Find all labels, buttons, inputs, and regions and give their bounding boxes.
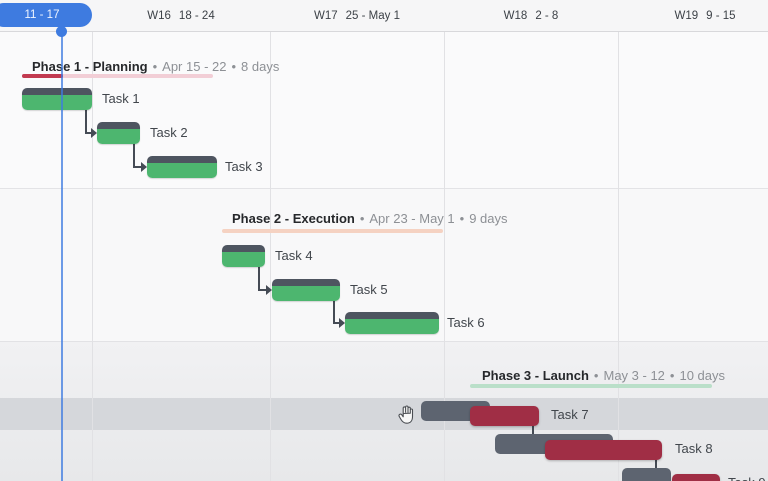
connector-line xyxy=(333,300,335,323)
task-bar-fill xyxy=(97,129,140,144)
drag-highlight-row xyxy=(0,398,768,430)
week-gridline xyxy=(618,0,619,481)
connector-line xyxy=(133,143,135,167)
week-range: 18 - 24 xyxy=(178,9,215,22)
phase-1-heading: Phase 1 - Planning • Apr 15 - 22 • 8 days xyxy=(32,59,279,74)
connector-line xyxy=(133,166,142,168)
phase-dates: May 3 - 12 xyxy=(603,368,665,383)
grab-hand-icon xyxy=(396,404,416,431)
phase-title: Phase 1 - Planning xyxy=(32,59,148,74)
phase-duration: 8 days xyxy=(241,59,280,74)
connector-line xyxy=(258,289,267,291)
phase-duration: 9 days xyxy=(469,211,508,226)
phase-title: Phase 3 - Launch xyxy=(482,368,589,383)
phase-1-progress xyxy=(22,74,63,78)
task-bar-cap xyxy=(97,122,140,129)
current-week-label: 11 - 17 xyxy=(24,9,60,21)
task-bar-fill xyxy=(222,252,265,267)
task-label: Task 1 xyxy=(102,91,140,106)
task-bar-fill xyxy=(147,163,217,178)
phase-duration: 10 days xyxy=(679,368,726,383)
task-label: Task 4 xyxy=(275,248,313,263)
phase-2-track xyxy=(222,229,443,233)
bullet-separator: • xyxy=(359,211,365,226)
week-number: W17 xyxy=(314,9,338,22)
phase-dates: Apr 15 - 22 xyxy=(162,59,227,74)
task-bar-cap xyxy=(272,279,340,286)
task-label: Task 5 xyxy=(350,282,388,297)
connector-arrow-icon xyxy=(266,285,272,295)
connector-line xyxy=(85,132,92,134)
task-bar-3[interactable] xyxy=(147,156,217,178)
phase-1-track xyxy=(22,74,213,78)
week-header-w19: W19 9 - 15 xyxy=(674,0,735,31)
task-bar-fill xyxy=(22,95,92,110)
task-bar-5[interactable] xyxy=(272,279,340,301)
week-number: W18 xyxy=(503,9,528,22)
connector-line xyxy=(85,109,87,133)
phase-1-section-bg xyxy=(0,31,768,188)
today-marker-line xyxy=(61,31,63,481)
task-bar-6[interactable] xyxy=(345,312,439,334)
timeline-header: W16 18 - 24 W17 25 - May 1 W18 2 - 8 W19… xyxy=(0,0,768,32)
connector-arrow-icon xyxy=(339,318,345,328)
week-header-w18: W18 2 - 8 xyxy=(504,0,559,31)
task-label: Task 9 xyxy=(728,475,766,481)
bullet-separator: • xyxy=(669,368,675,383)
week-header-w16: W16 18 - 24 xyxy=(147,0,214,31)
task-bar-cap xyxy=(22,88,92,95)
week-gridline xyxy=(92,0,93,481)
task-bar-4[interactable] xyxy=(222,245,265,267)
task-bar-9[interactable] xyxy=(672,474,720,481)
week-gridline xyxy=(270,0,271,481)
task-label: Task 7 xyxy=(551,407,589,422)
connector-arrow-icon xyxy=(91,128,97,138)
today-marker-dot[interactable] xyxy=(56,26,67,37)
current-week-pill[interactable]: 11 - 17 xyxy=(0,3,92,27)
task-bar-cap xyxy=(147,156,217,163)
connector-line xyxy=(258,266,260,290)
week-header-w17: W17 25 - May 1 xyxy=(314,0,400,31)
week-number: W19 xyxy=(674,9,699,22)
phase-3-track xyxy=(470,384,712,388)
bullet-separator: • xyxy=(231,59,237,74)
phase-title: Phase 2 - Execution xyxy=(232,211,355,226)
task-9-ghost-bar xyxy=(622,468,671,481)
task-bar-7[interactable] xyxy=(470,406,539,426)
task-bar-1[interactable] xyxy=(22,88,92,110)
week-range: 25 - May 1 xyxy=(345,9,400,22)
bullet-separator: • xyxy=(152,59,158,74)
week-range: 9 - 15 xyxy=(706,9,736,22)
week-number: W16 xyxy=(147,9,171,22)
task-label: Task 8 xyxy=(675,441,713,456)
week-gridline xyxy=(444,0,445,481)
connector-line xyxy=(333,322,340,324)
task-bar-8[interactable] xyxy=(545,440,662,460)
task-bar-fill xyxy=(345,319,439,334)
task-label: Task 2 xyxy=(150,125,188,140)
task-bar-cap xyxy=(222,245,265,252)
phase-dates: Apr 23 - May 1 xyxy=(369,211,455,226)
task-label: Task 6 xyxy=(447,315,485,330)
week-range: 2 - 8 xyxy=(535,9,559,22)
phase-3-heading: Phase 3 - Launch • May 3 - 12 • 10 days xyxy=(482,368,725,383)
task-bar-2[interactable] xyxy=(97,122,140,144)
task-bar-cap xyxy=(345,312,439,319)
connector-arrow-icon xyxy=(141,162,147,172)
task-bar-fill xyxy=(272,286,340,301)
bullet-separator: • xyxy=(593,368,599,383)
bullet-separator: • xyxy=(459,211,465,226)
task-label: Task 3 xyxy=(225,159,263,174)
phase-2-heading: Phase 2 - Execution • Apr 23 - May 1 • 9 day… xyxy=(232,211,508,226)
